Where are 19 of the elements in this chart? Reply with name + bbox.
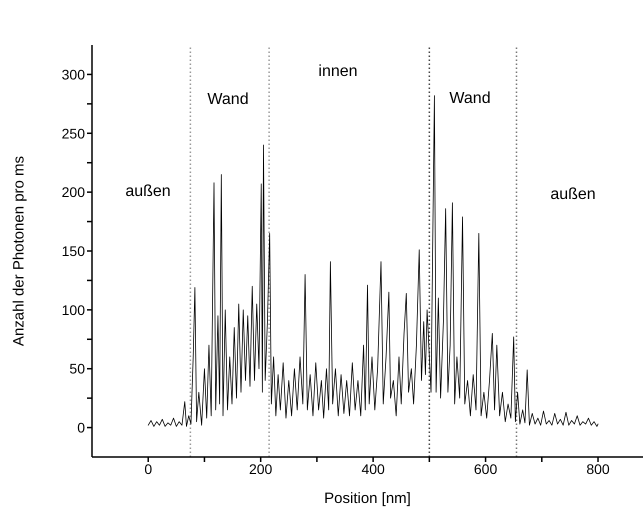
y-tick-label: 0 bbox=[77, 420, 86, 436]
x-tick-label: 0 bbox=[144, 460, 152, 477]
x-tick-label: 800 bbox=[586, 460, 610, 477]
y-tick-label: 150 bbox=[62, 242, 86, 259]
annotation: außen bbox=[550, 186, 596, 204]
y-tick-label: 100 bbox=[62, 302, 86, 318]
y-axis-title: Anzahl der Photonen pro ms bbox=[10, 156, 28, 346]
annotation: Wand bbox=[449, 90, 491, 108]
y-tick-label: 300 bbox=[62, 66, 86, 82]
annotation: innen bbox=[318, 63, 358, 81]
x-tick-label: 200 bbox=[248, 460, 273, 477]
annotation: außen bbox=[125, 183, 171, 201]
x-axis-title: Position [nm] bbox=[324, 490, 411, 507]
y-tick-label: 250 bbox=[62, 125, 86, 142]
x-tick-label: 600 bbox=[474, 460, 498, 477]
y-tick-label: 200 bbox=[62, 184, 86, 200]
y-tick-label: 50 bbox=[69, 360, 86, 377]
annotation: Wand bbox=[207, 91, 249, 109]
x-tick-label: 400 bbox=[361, 460, 386, 477]
